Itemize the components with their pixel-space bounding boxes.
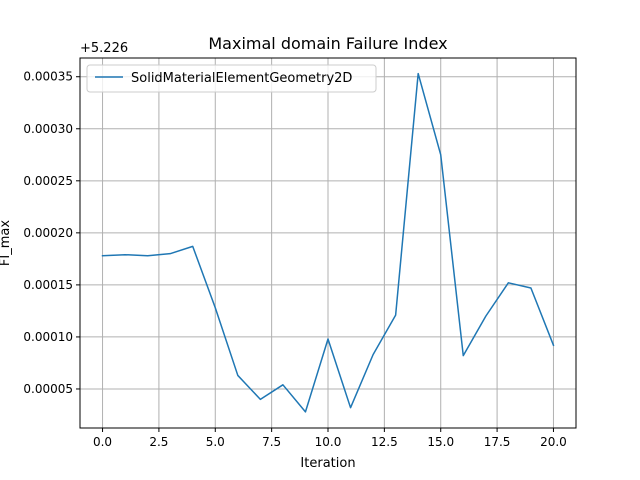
y-tick-label: 0.00015 (23, 278, 73, 292)
series-layer (101, 72, 555, 413)
y-tick-label: 0.00020 (23, 226, 73, 240)
y-axis-label: FI_max (0, 220, 13, 266)
x-tick-label: 0.0 (93, 435, 112, 449)
legend-box (86, 64, 377, 93)
y-tick-label: 0.00025 (23, 174, 73, 188)
x-tick-label: 12.5 (371, 435, 398, 449)
y-tick-label: 0.00010 (23, 330, 73, 344)
x-tick-label: 17.5 (484, 435, 511, 449)
series-line-0 (101, 72, 555, 413)
y-tick-label: 0.00030 (23, 122, 73, 136)
axis-ticks: 0.0 2.5 5.0 7.5 10.0 12.5 15.0 17.5 20.0 0.00005 0… (23, 70, 566, 449)
x-tick-label: 15.0 (427, 435, 454, 449)
grid-lines (80, 58, 576, 428)
x-tick-label: 10.0 (315, 435, 342, 449)
x-axis-label: Iteration (300, 456, 355, 471)
y-offset-label: +5.226 (80, 41, 128, 56)
x-tick-label: 20.0 (540, 435, 567, 449)
x-tick-label: 7.5 (262, 435, 281, 449)
x-tick-label: 2.5 (149, 435, 168, 449)
legend: SolidMaterialElementGeometry2D (86, 64, 377, 93)
legend-entry-label: SolidMaterialElementGeometry2D (131, 71, 352, 86)
x-tick-label: 5.0 (206, 435, 225, 449)
y-tick-label: 0.00035 (23, 70, 73, 84)
y-tick-label: 0.00005 (23, 382, 73, 396)
chart-title: Maximal domain Failure Index (208, 34, 447, 53)
